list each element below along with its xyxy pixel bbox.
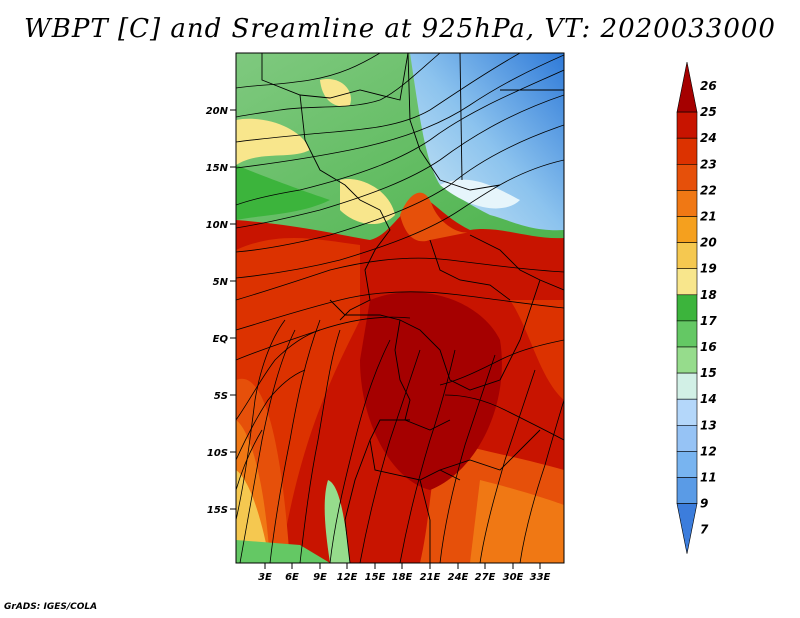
country-borders <box>261 53 564 563</box>
lon-label: 21E <box>420 572 441 583</box>
lon-label: 6E <box>285 572 299 583</box>
colorbar-label: 19 <box>700 262 717 276</box>
lat-label: 20N <box>206 106 229 117</box>
colorbar-segment <box>676 294 698 322</box>
colorbar-segment <box>676 216 698 243</box>
colorbar-segment <box>676 503 698 554</box>
lat-label: 5N <box>213 277 229 288</box>
lon-label: 30E <box>503 572 524 583</box>
colorbar-segment <box>676 164 698 191</box>
chart-title: WBPT [C] and Sreamline at 925hPa, VT: 20… <box>24 14 776 44</box>
colorbar-label: 25 <box>700 105 717 119</box>
lat-label: 15S <box>207 505 228 516</box>
colorbar-segment <box>676 61 698 113</box>
colorbar-label: 24 <box>700 131 717 145</box>
lat-label: 10N <box>206 220 229 231</box>
colorbar <box>676 61 698 554</box>
streamlines <box>236 53 564 563</box>
colorbar-label: 13 <box>700 418 717 432</box>
colorbar-label: 26 <box>700 79 717 93</box>
colorbar-segment <box>676 398 698 426</box>
wbpt-field <box>236 53 564 563</box>
colorbar-segment <box>676 137 698 165</box>
colorbar-segment <box>676 190 698 217</box>
colorbar-segment <box>676 372 698 400</box>
colorbar-label: 11 <box>700 471 717 485</box>
colorbar-label: 14 <box>700 392 717 406</box>
colorbar-segment <box>676 424 698 452</box>
lon-label: 33E <box>530 572 551 583</box>
colorbar-label: 12 <box>700 444 717 458</box>
colorbar-label: 16 <box>700 340 717 354</box>
lon-label: 18E <box>392 572 413 583</box>
lon-label: 3E <box>258 572 272 583</box>
map-frame <box>235 52 565 564</box>
lon-label: 27E <box>475 572 496 583</box>
colorbar-segment <box>676 320 698 348</box>
colorbar-segment <box>676 477 698 504</box>
colorbar-label: 18 <box>700 288 717 302</box>
lat-label: 5S <box>214 391 228 402</box>
lat-label: EQ <box>213 334 229 345</box>
colorbar-label: 17 <box>700 314 717 328</box>
colorbar-label: 21 <box>700 210 717 224</box>
latitude-axis: 20N 15N 10N 5N EQ 5S 10S 15S <box>206 106 236 516</box>
lat-label: 10S <box>207 448 228 459</box>
colorbar-label: 22 <box>700 183 717 197</box>
colorbar-segment <box>676 268 698 296</box>
colorbar-segment <box>676 451 698 478</box>
colorbar-label: 9 <box>700 497 708 511</box>
colorbar-label: 20 <box>700 236 717 250</box>
colorbar-labels: 26 25 24 23 22 21 20 19 18 17 16 15 14 13 12 11 9 7 <box>700 79 717 537</box>
colorbar-label: 7 <box>700 523 709 537</box>
colorbar-segment <box>676 346 698 374</box>
lon-label: 9E <box>313 572 327 583</box>
lat-label: 15N <box>206 163 229 174</box>
colorbar-label: 23 <box>700 157 717 171</box>
lon-label: 12E <box>337 572 358 583</box>
colorbar-segment <box>676 111 698 139</box>
lon-label: 24E <box>448 572 469 583</box>
credit-label: GrADS: IGES/COLA <box>4 602 98 612</box>
colorbar-label: 15 <box>700 366 717 380</box>
longitude-axis: 3E 6E 9E 12E 15E 18E 21E 24E 27E 30E 33E <box>258 563 551 583</box>
lon-label: 15E <box>365 572 386 583</box>
colorbar-segment <box>676 242 698 270</box>
